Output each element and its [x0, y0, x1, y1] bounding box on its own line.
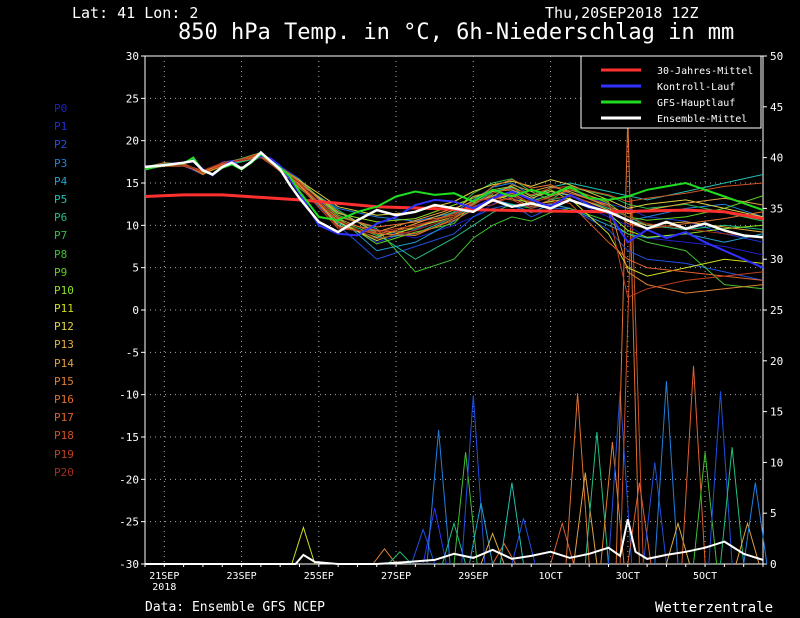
- member-label-p11: P11: [54, 302, 74, 316]
- legend-label: GFS-Hauptlauf: [657, 98, 735, 109]
- precip-member-line: [608, 391, 633, 565]
- ytick-left-label: -5: [126, 346, 139, 359]
- member-label-p15: P15: [54, 374, 74, 388]
- member-label-p6: P6: [54, 211, 68, 225]
- precip-mean-line: [145, 519, 764, 565]
- ytick-right-label: 15: [770, 406, 783, 419]
- precip-member-line: [411, 527, 436, 565]
- precip-member-line: [693, 452, 718, 565]
- ytick-left-label: -30: [119, 558, 139, 571]
- member-label-p10: P10: [54, 283, 74, 297]
- member-label-p18: P18: [54, 429, 74, 443]
- xtick-sublabel: 2018: [152, 582, 176, 593]
- precip-member-line: [708, 391, 733, 565]
- xtick-label: 3OCT: [616, 571, 640, 582]
- xtick-label: 27SEP: [381, 571, 411, 582]
- member-label-p7: P7: [54, 229, 68, 243]
- run-datetime: Thu,20SEP2018 12Z: [545, 4, 699, 22]
- ytick-left-label: -10: [119, 389, 139, 402]
- member-label-p9: P9: [54, 265, 68, 279]
- brand-label: Wetterzentrale: [655, 600, 774, 616]
- member-label-p12: P12: [54, 320, 74, 334]
- member-legend: P0 P1 P2 P3 P4 P5 P6 P7 P8 P9 P10 P11 P12 P13 P14 P15 P1…: [54, 102, 74, 484]
- xtick-label: 23SEP: [227, 571, 257, 582]
- ytick-right-label: 45: [770, 101, 783, 114]
- ytick-left-label: 5: [132, 262, 139, 275]
- ytick-left-label: -25: [119, 516, 139, 529]
- member-label-p4: P4: [54, 174, 68, 188]
- ytick-right-label: 50: [770, 50, 783, 63]
- precip-member-line: [619, 198, 644, 565]
- precip-member-line: [441, 521, 467, 565]
- precip-member-line: [642, 462, 667, 565]
- precip-member-line: [600, 442, 625, 565]
- precip-member-line: [291, 525, 316, 565]
- member-label-p2: P2: [54, 138, 68, 152]
- ytick-left-label: -20: [119, 473, 139, 486]
- ytick-left-label: -15: [119, 431, 139, 444]
- precip-member-line: [453, 452, 478, 565]
- precip-member-line: [387, 551, 412, 565]
- ytick-right-label: 25: [770, 304, 783, 317]
- member-label-p16: P16: [54, 393, 74, 406]
- precip-member-line: [426, 429, 451, 565]
- precip-member-line: [654, 381, 679, 565]
- legend-box: [580, 55, 762, 129]
- xtick-label: 21SEP: [149, 571, 179, 582]
- lat-lon-label: Lat: 41 Lon: 2: [72, 4, 199, 22]
- precip-member-line: [550, 521, 575, 565]
- member-label-p3: P3: [54, 156, 68, 170]
- ytick-left-label: 25: [126, 92, 139, 105]
- precip-member-line: [499, 482, 524, 565]
- precip-member-line: [573, 472, 598, 565]
- precip-member-line: [372, 547, 397, 565]
- legend-label: 30-Jahres-Mittel: [657, 66, 753, 77]
- ytick-right-label: 35: [770, 202, 783, 215]
- ytick-right-label: 0: [770, 558, 777, 571]
- temp-member-line: [144, 157, 764, 240]
- ytick-right-label: 40: [770, 152, 783, 165]
- precip-member-line: [681, 365, 706, 565]
- precip-member-line: [492, 542, 517, 565]
- ytick-left-label: 20: [126, 135, 139, 148]
- xtick-label: 29SEP: [458, 571, 488, 582]
- precip-member-line: [665, 521, 691, 565]
- ytick-right-label: 10: [770, 456, 783, 469]
- member-label-p19: P19: [54, 447, 74, 461]
- data-source-label: Data: Ensemble GFS NCEP: [145, 600, 326, 615]
- xtick-label: 5OCT: [693, 571, 717, 582]
- member-label-p0: P0: [54, 102, 68, 115]
- precip-member-line: [461, 395, 486, 565]
- precip-member-line: [422, 507, 447, 565]
- member-label-p14: P14: [54, 356, 74, 370]
- member-label-p1: P1: [54, 120, 68, 134]
- precip-member-line: [511, 518, 536, 565]
- ytick-right-label: 5: [770, 507, 777, 520]
- legend-label: Ensemble-Mittel: [657, 114, 747, 125]
- precip-member-line: [743, 482, 768, 565]
- ytick-right-label: 30: [770, 253, 783, 266]
- ytick-left-label: 0: [132, 304, 139, 317]
- legend-label: Kontroll-Lauf: [657, 82, 735, 93]
- xtick-label: 1OCT: [539, 571, 563, 582]
- temp-member-line: [144, 154, 764, 235]
- member-label-p13: P13: [54, 338, 74, 352]
- chart-title: 850 hPa Temp. in °C, 6h-Niederschlag in …: [178, 20, 735, 45]
- xtick-label: 25SEP: [304, 571, 334, 582]
- member-label-p8: P8: [54, 247, 68, 261]
- ytick-left-label: 15: [126, 177, 139, 190]
- member-label-p20: P20: [54, 465, 74, 479]
- precip-member-line: [565, 393, 590, 565]
- ytick-left-label: 10: [126, 219, 139, 232]
- ytick-right-label: 20: [770, 355, 783, 368]
- series-line: [144, 150, 764, 239]
- member-label-p17: P17: [54, 411, 74, 425]
- member-label-p5: P5: [54, 192, 68, 206]
- ytick-left-label: 30: [126, 50, 139, 63]
- precip-member-line: [720, 447, 745, 565]
